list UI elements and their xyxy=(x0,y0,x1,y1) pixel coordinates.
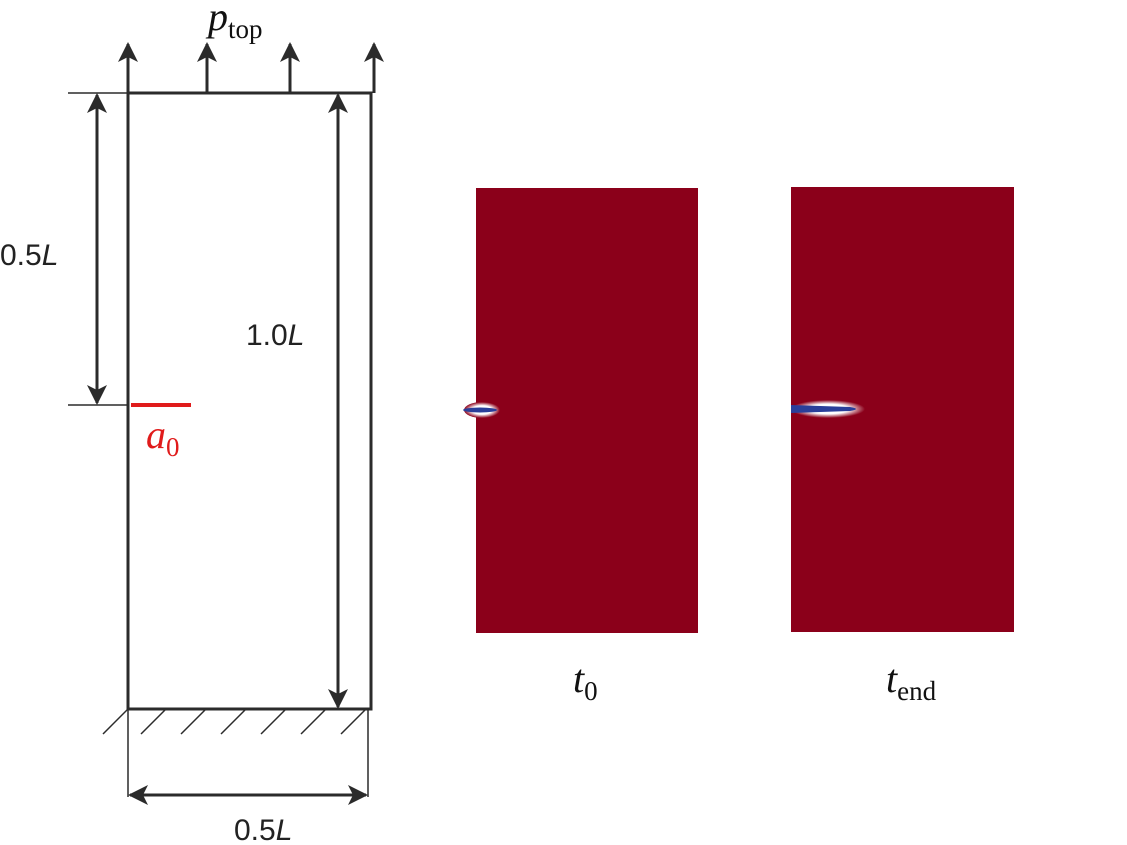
label-part: 1.0 xyxy=(246,319,288,352)
half-height-dimension xyxy=(68,92,128,406)
label-part: t xyxy=(573,656,585,701)
label-part: t xyxy=(886,656,898,701)
crack-label: a0 xyxy=(146,412,180,462)
fixed-support-hatch xyxy=(102,708,367,735)
label-part: p xyxy=(205,0,228,39)
label-part: 0 xyxy=(584,676,598,706)
time-label: tend xyxy=(886,656,937,706)
load-arrows xyxy=(118,42,384,93)
crack xyxy=(463,407,497,413)
line xyxy=(340,708,367,735)
label-part: 0.5 xyxy=(0,239,42,272)
panel-final: tend xyxy=(791,187,1014,706)
label-part: 0 xyxy=(166,432,180,462)
line xyxy=(220,708,247,735)
panel-initial: t0 xyxy=(463,188,698,706)
full-height-label: 1.0L xyxy=(246,319,304,352)
load-label: ptop xyxy=(205,0,263,44)
label-part: 0.5 xyxy=(234,814,276,845)
time-label: t0 xyxy=(573,656,598,706)
width-label: 0.5L xyxy=(234,814,292,845)
label-part: L xyxy=(42,239,59,272)
line xyxy=(300,708,327,735)
line xyxy=(180,708,207,735)
specimen-outline xyxy=(126,91,373,711)
label-part: a xyxy=(146,412,166,457)
label-part: end xyxy=(897,676,936,706)
width-dimension xyxy=(127,709,369,805)
line xyxy=(260,708,287,735)
line xyxy=(102,708,129,735)
label-part: top xyxy=(228,14,263,44)
half-height-label: 0.5L xyxy=(0,239,58,272)
label-part: L xyxy=(288,319,305,352)
line xyxy=(140,708,167,735)
crack xyxy=(791,405,856,413)
specimen: ptop 0.5L 1.0L a0 0.5L xyxy=(0,0,384,845)
phase-field-panel xyxy=(476,188,698,633)
label-part: L xyxy=(276,814,293,845)
